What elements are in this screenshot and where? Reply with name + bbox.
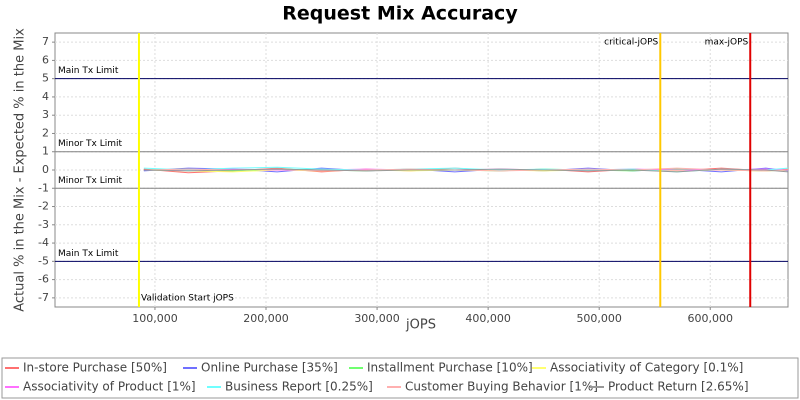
legend-label: Installment Purchase [10%] (367, 361, 533, 375)
legend-box (1, 357, 799, 399)
y-tick-label: 7 (42, 35, 49, 48)
y-tick-label: -7 (38, 291, 49, 304)
legend-label: Product Return [2.65%] (608, 380, 749, 394)
x-tick-label: 100,000 (132, 312, 178, 325)
legend-label: Business Report [0.25%] (225, 380, 373, 394)
y-tick-label: 3 (42, 108, 49, 121)
y-tick-label: 5 (42, 72, 49, 85)
y-tick-label: -6 (38, 273, 49, 286)
x-tick-label: 200,000 (243, 312, 289, 325)
y-tick-label: -4 (38, 236, 49, 249)
marker-label: critical-jOPS (604, 38, 658, 48)
y-tick-label: 4 (42, 90, 49, 103)
y-tick-label: 6 (42, 53, 49, 66)
x-tick-label: 500,000 (576, 312, 622, 325)
legend-label: Online Purchase [35%] (201, 361, 338, 375)
legend-label: Customer Buying Behavior [1%] (405, 380, 598, 394)
y-tick-label: 0 (42, 163, 49, 176)
y-axis-label: Actual % in the Mix - Expected % in the … (13, 28, 28, 312)
limit-label: Main Tx Limit (58, 249, 119, 259)
marker-label: Validation Start jOPS (141, 294, 234, 304)
legend-label: Associativity of Product [1%] (23, 380, 196, 394)
x-tick-label: 600,000 (688, 312, 734, 325)
y-tick-label: -2 (38, 200, 49, 213)
limit-label: Main Tx Limit (58, 66, 119, 76)
chart-title: Request Mix Accuracy (282, 3, 518, 25)
x-tick-label: 400,000 (465, 312, 511, 325)
y-tick-label: -5 (38, 254, 49, 267)
legend-label: Associativity of Category [0.1%] (550, 361, 743, 375)
x-tick-label: 300,000 (354, 312, 400, 325)
series-line (143, 168, 789, 173)
legend-label: In-store Purchase [50%] (23, 361, 167, 375)
y-tick-label: 2 (42, 126, 49, 139)
y-tick-label: 1 (42, 145, 49, 158)
limit-label: Minor Tx Limit (58, 176, 123, 186)
x-axis-label: jOPS (405, 318, 436, 333)
y-tick-label: -1 (38, 181, 49, 194)
y-tick-label: -3 (38, 218, 49, 231)
marker-label: max-jOPS (705, 38, 749, 48)
limit-label: Minor Tx Limit (58, 139, 123, 149)
